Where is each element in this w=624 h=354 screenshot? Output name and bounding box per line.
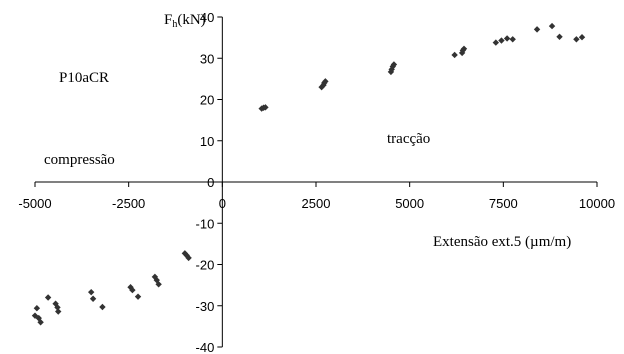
data-point	[498, 37, 504, 43]
x-tick-label: 10000	[579, 196, 615, 211]
data-point	[88, 289, 94, 295]
x-tick-label: 7500	[489, 196, 518, 211]
y-axis-label-unit: (kN)	[177, 12, 205, 28]
data-point	[504, 35, 510, 41]
y-tick-label: 10	[200, 134, 214, 149]
data-point	[45, 294, 51, 300]
data-points	[32, 23, 585, 326]
x-tick-label: -5000	[18, 196, 51, 211]
y-tick-label: 20	[200, 93, 214, 108]
data-point	[579, 34, 585, 40]
x-tick-label: -2500	[112, 196, 145, 211]
data-point	[573, 36, 579, 42]
data-point	[90, 296, 96, 302]
y-tick-label: -20	[196, 258, 215, 273]
x-axis-label: Extensão ext.5 (µm/m)	[433, 234, 571, 250]
data-point	[99, 304, 105, 310]
compression-label: compressão	[44, 152, 115, 168]
x-tick-label: 5000	[395, 196, 424, 211]
x-tick-label: 2500	[302, 196, 331, 211]
x-axis: -5000-2500025005000750010000	[18, 182, 615, 211]
y-axis-label: Fh(kN)	[164, 12, 206, 30]
data-point	[135, 293, 141, 299]
y-tick-label: -30	[196, 299, 215, 314]
data-point	[55, 308, 61, 314]
y-axis-label-main: F	[164, 12, 172, 28]
data-point	[534, 26, 540, 32]
data-point	[556, 34, 562, 40]
data-point	[549, 23, 555, 29]
data-point	[510, 36, 516, 42]
specimen-label: P10aCR	[59, 70, 109, 86]
y-tick-label: 30	[200, 51, 214, 66]
data-point	[34, 305, 40, 311]
data-point	[451, 52, 457, 58]
y-tick-label: 0	[207, 175, 214, 190]
y-tick-label: -40	[196, 340, 215, 354]
tension-label: tracção	[387, 131, 430, 147]
y-tick-label: -10	[196, 216, 215, 231]
data-point	[493, 39, 499, 45]
